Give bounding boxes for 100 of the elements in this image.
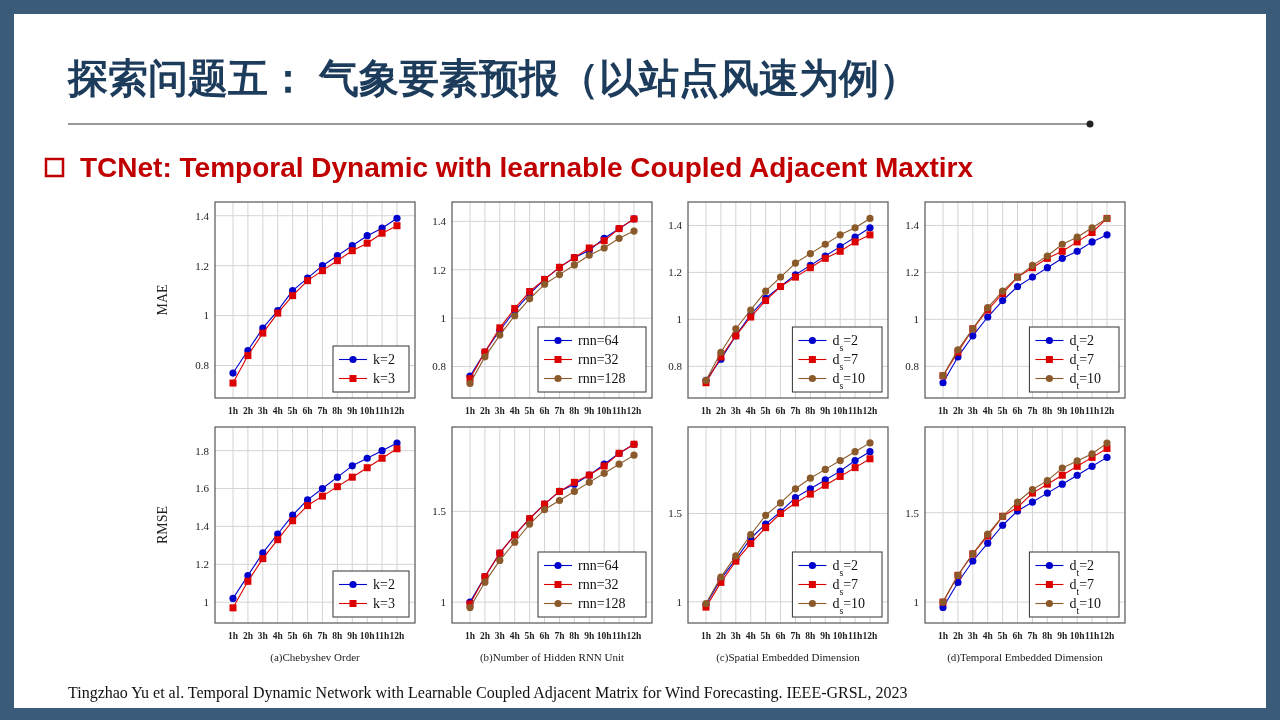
x-tick-label: 11h (847, 406, 863, 416)
x-tick-label: 4h (982, 406, 994, 416)
x-tick-label: 5h (524, 406, 536, 416)
x-tick-label: 8h (569, 631, 581, 641)
x-tick-label: 7h (317, 631, 329, 641)
y-tick-label: 1.4 (432, 215, 447, 228)
x-tick-label: 5h (524, 631, 536, 641)
x-tick-label: 3h (967, 631, 979, 641)
x-tick-label: 4h (745, 406, 757, 416)
x-tick-label: 4h (982, 631, 994, 641)
x-tick-label: 12h (626, 406, 643, 416)
legend-label: k=3 (373, 596, 395, 612)
x-tick-label: 10h (832, 631, 849, 641)
x-tick-label: 1h (937, 406, 949, 416)
x-tick-label: 11h (1084, 406, 1100, 416)
x-tick-label: 6h (302, 631, 314, 641)
x-tick-label: 4h (272, 631, 284, 641)
x-tick-label: 6h (775, 406, 787, 416)
y-tick-label: 1.5 (905, 506, 920, 519)
x-tick-label: 9h (347, 406, 358, 416)
x-tick-label: 5h (287, 406, 299, 416)
legend-label: d$_{t}$=7 (1069, 577, 1095, 597)
y-tick-label: 1.2 (432, 263, 446, 276)
y-tick-label: 1 (440, 312, 446, 324)
x-tick-label: 7h (1027, 631, 1039, 641)
x-tick-label: 9h (584, 631, 595, 641)
x-tick-label: 9h (1057, 406, 1068, 416)
x-tick-label: 8h (1042, 631, 1054, 641)
x-tick-label: 4h (745, 631, 757, 641)
x-tick-label: 10h (1069, 631, 1086, 641)
x-tick-label: 2h (952, 631, 964, 641)
x-tick-label: 3h (730, 631, 742, 641)
x-tick-label: 8h (332, 406, 344, 416)
x-tick-label: 9h (820, 631, 831, 641)
x-tick-label: 3h (494, 406, 506, 416)
y-axis-title: MAE (155, 284, 170, 316)
legend-label: d$_{t}$=10 (1069, 596, 1102, 616)
x-tick-label: 5h (287, 631, 299, 641)
x-tick-label: 12h (389, 406, 406, 416)
x-tick-label: 3h (967, 406, 979, 416)
x-tick-label: 11h (611, 631, 627, 641)
x-tick-label: 3h (730, 406, 742, 416)
legend-label: d$_{t}$=2 (1069, 558, 1095, 578)
x-tick-label: 1h (700, 406, 712, 416)
x-tick-label: 4h (509, 631, 521, 641)
y-tick-label: 1.5 (668, 507, 683, 520)
x-tick-label: 6h (539, 406, 551, 416)
x-tick-label: 11h (374, 631, 390, 641)
legend-label: rnn=64 (578, 333, 619, 349)
y-tick-label: 1 (203, 596, 209, 609)
x-tick-label: 8h (332, 631, 344, 641)
x-tick-label: 10h (832, 406, 849, 416)
x-tick-label: 5h (997, 406, 1009, 416)
x-tick-label: 9h (1057, 631, 1068, 641)
legend-label: rnn=128 (578, 371, 626, 387)
x-tick-label: 10h (359, 406, 376, 416)
x-tick-label: 9h (347, 631, 358, 641)
x-tick-label: 10h (596, 631, 613, 641)
x-tick-label: 5h (760, 406, 772, 416)
x-tick-label: 2h (479, 631, 491, 641)
x-tick-label: 10h (359, 631, 376, 641)
y-tick-label: 1 (913, 595, 919, 608)
x-axis-title: (b)Number of Hidden RNN Unit (479, 651, 625, 664)
y-tick-label: 1 (913, 313, 919, 326)
x-tick-label: 8h (805, 631, 817, 641)
y-tick-label: 1.4 (195, 520, 210, 533)
x-tick-label: 12h (626, 631, 643, 641)
legend-label: rnn=32 (578, 352, 619, 368)
x-tick-label: 5h (760, 631, 772, 641)
x-axis-title: (c)Spatial Embedded Dimension (716, 651, 861, 664)
x-tick-label: 3h (257, 631, 269, 641)
x-tick-label: 11h (611, 406, 627, 416)
x-tick-label: 11h (1084, 631, 1100, 641)
x-tick-label: 1h (937, 631, 949, 641)
x-tick-label: 8h (569, 406, 581, 416)
x-axis-title: (d)Temporal Embedded Dimension (947, 651, 1104, 664)
y-tick-label: 0.8 (432, 360, 447, 373)
x-tick-label: 7h (554, 631, 566, 641)
y-tick-label: 1.2 (195, 259, 209, 272)
x-tick-label: 10h (596, 406, 613, 416)
y-axis-title: RMSE (155, 505, 170, 545)
text: TCNet: Temporal Dynamic with learnable Coupled Adjacent Maxtirx (80, 152, 974, 183)
legend-label: d$_{t}$=7 (1069, 352, 1095, 372)
x-tick-label: 11h (374, 406, 390, 416)
x-tick-label: 6h (1012, 406, 1024, 416)
y-tick-label: 1 (203, 309, 209, 322)
x-tick-label: 12h (862, 631, 879, 641)
x-tick-label: 4h (272, 406, 284, 416)
x-tick-label: 10h (1069, 406, 1086, 416)
legend-label: k=2 (373, 352, 395, 368)
legend-label: d$_{s}$=2 (832, 558, 859, 578)
legend-label: k=2 (373, 577, 395, 593)
legend-label: d$_{t}$=10 (1069, 371, 1102, 391)
x-tick-label: 1h (227, 406, 239, 416)
y-tick-label: 1.2 (195, 558, 209, 571)
y-tick-label: 1.8 (195, 444, 210, 457)
y-tick-label: 1 (440, 595, 446, 608)
y-tick-label: 1.4 (195, 209, 210, 222)
y-tick-label: 1.6 (195, 482, 210, 495)
x-tick-label: 5h (997, 631, 1009, 641)
